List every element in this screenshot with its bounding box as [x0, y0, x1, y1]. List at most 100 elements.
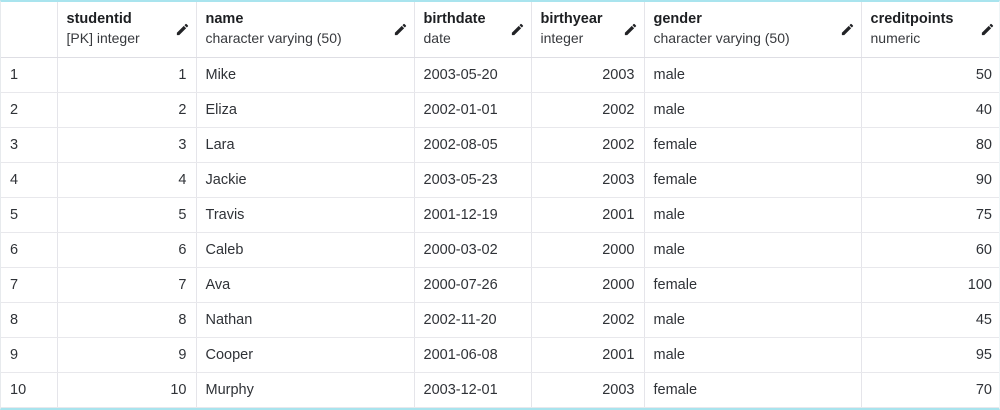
row-number-cell[interactable]: 6 — [1, 232, 58, 268]
cell-birthyear[interactable]: 2000 — [531, 267, 645, 303]
cell-birthdate[interactable]: 2003-12-01 — [414, 372, 532, 408]
cell-creditpoints[interactable]: 70 — [861, 372, 999, 408]
edit-column-icon[interactable] — [623, 22, 638, 37]
cell-creditpoints[interactable]: 45 — [861, 302, 999, 338]
table-row: 2 2 Eliza 2002-01-01 2002 male 40 — [1, 92, 999, 128]
edit-column-icon[interactable] — [840, 22, 855, 37]
cell-gender[interactable]: female — [644, 372, 862, 408]
column-header-birthyear[interactable]: birthyear integer — [531, 2, 645, 58]
cell-studentid[interactable]: 9 — [57, 337, 197, 373]
cell-name[interactable]: Ava — [196, 267, 415, 303]
cell-birthdate[interactable]: 2002-08-05 — [414, 127, 532, 163]
row-number-cell[interactable]: 2 — [1, 92, 58, 128]
cell-birthyear[interactable]: 2003 — [531, 162, 645, 198]
column-header-name[interactable]: name character varying (50) — [196, 2, 415, 58]
cell-studentid[interactable]: 8 — [57, 302, 197, 338]
cell-studentid[interactable]: 5 — [57, 197, 197, 233]
cell-studentid[interactable]: 3 — [57, 127, 197, 163]
cell-birthdate[interactable]: 2000-03-02 — [414, 232, 532, 268]
row-number-cell[interactable]: 8 — [1, 302, 58, 338]
column-header-gender[interactable]: gender character varying (50) — [644, 2, 862, 58]
column-name: birthdate — [423, 11, 486, 28]
cell-creditpoints[interactable]: 80 — [861, 127, 999, 163]
cell-gender[interactable]: male — [644, 232, 862, 268]
cell-birthyear[interactable]: 2002 — [531, 92, 645, 128]
cell-birthdate[interactable]: 2002-01-01 — [414, 92, 532, 128]
cell-birthyear[interactable]: 2000 — [531, 232, 645, 268]
column-name: birthyear — [540, 11, 603, 28]
edit-column-icon[interactable] — [175, 22, 190, 37]
table-row: 5 5 Travis 2001-12-19 2001 male 75 — [1, 197, 999, 233]
cell-creditpoints[interactable]: 90 — [861, 162, 999, 198]
header-row: studentid [PK] integer name character varyi… — [1, 2, 999, 58]
column-type: numeric — [870, 30, 921, 47]
row-number-cell[interactable]: 1 — [1, 57, 58, 93]
column-name: studentid — [66, 11, 132, 28]
column-type: character varying (50) — [653, 30, 790, 47]
cell-creditpoints[interactable]: 60 — [861, 232, 999, 268]
table-row: 6 6 Caleb 2000-03-02 2000 male 60 — [1, 232, 999, 268]
row-number-cell[interactable]: 7 — [1, 267, 58, 303]
cell-birthyear[interactable]: 2003 — [531, 372, 645, 408]
cell-studentid[interactable]: 2 — [57, 92, 197, 128]
cell-name[interactable]: Eliza — [196, 92, 415, 128]
cell-name[interactable]: Nathan — [196, 302, 415, 338]
cell-creditpoints[interactable]: 50 — [861, 57, 999, 93]
table-row: 3 3 Lara 2002-08-05 2002 female 80 — [1, 127, 999, 163]
cell-studentid[interactable]: 4 — [57, 162, 197, 198]
edit-column-icon[interactable] — [980, 22, 995, 37]
edit-column-icon[interactable] — [393, 22, 408, 37]
cell-name[interactable]: Travis — [196, 197, 415, 233]
cell-name[interactable]: Cooper — [196, 337, 415, 373]
cell-studentid[interactable]: 6 — [57, 232, 197, 268]
row-number-cell[interactable]: 9 — [1, 337, 58, 373]
cell-gender[interactable]: female — [644, 127, 862, 163]
cell-birthdate[interactable]: 2001-06-08 — [414, 337, 532, 373]
cell-gender[interactable]: male — [644, 57, 862, 93]
cell-studentid[interactable]: 10 — [57, 372, 197, 408]
cell-name[interactable]: Caleb — [196, 232, 415, 268]
column-name: name — [205, 11, 244, 28]
cell-birthdate[interactable]: 2000-07-26 — [414, 267, 532, 303]
table-row: 10 10 Murphy 2003-12-01 2003 female 70 — [1, 372, 999, 408]
cell-gender[interactable]: male — [644, 197, 862, 233]
row-number-header[interactable] — [1, 2, 58, 58]
cell-name[interactable]: Murphy — [196, 372, 415, 408]
cell-gender[interactable]: female — [644, 267, 862, 303]
cell-birthdate[interactable]: 2002-11-20 — [414, 302, 532, 338]
column-header-creditpoints[interactable]: creditpoints numeric — [861, 2, 999, 58]
cell-name[interactable]: Mike — [196, 57, 415, 93]
column-header-studentid[interactable]: studentid [PK] integer — [57, 2, 197, 58]
table-row: 9 9 Cooper 2001-06-08 2001 male 95 — [1, 337, 999, 373]
column-header-birthdate[interactable]: birthdate date — [414, 2, 532, 58]
cell-gender[interactable]: male — [644, 337, 862, 373]
column-type: [PK] integer — [66, 30, 140, 47]
cell-name[interactable]: Jackie — [196, 162, 415, 198]
column-type: character varying (50) — [205, 30, 342, 47]
cell-birthdate[interactable]: 2003-05-20 — [414, 57, 532, 93]
cell-birthyear[interactable]: 2002 — [531, 302, 645, 338]
cell-birthyear[interactable]: 2001 — [531, 337, 645, 373]
cell-gender[interactable]: female — [644, 162, 862, 198]
cell-name[interactable]: Lara — [196, 127, 415, 163]
cell-studentid[interactable]: 1 — [57, 57, 197, 93]
cell-creditpoints[interactable]: 95 — [861, 337, 999, 373]
table-row: 8 8 Nathan 2002-11-20 2002 male 45 — [1, 302, 999, 338]
row-number-cell[interactable]: 3 — [1, 127, 58, 163]
row-number-cell[interactable]: 5 — [1, 197, 58, 233]
cell-birthdate[interactable]: 2001-12-19 — [414, 197, 532, 233]
cell-gender[interactable]: male — [644, 302, 862, 338]
column-name: creditpoints — [870, 11, 954, 28]
cell-creditpoints[interactable]: 75 — [861, 197, 999, 233]
row-number-cell[interactable]: 4 — [1, 162, 58, 198]
edit-column-icon[interactable] — [510, 22, 525, 37]
cell-birthyear[interactable]: 2001 — [531, 197, 645, 233]
cell-studentid[interactable]: 7 — [57, 267, 197, 303]
cell-birthyear[interactable]: 2003 — [531, 57, 645, 93]
cell-gender[interactable]: male — [644, 92, 862, 128]
cell-creditpoints[interactable]: 40 — [861, 92, 999, 128]
cell-birthyear[interactable]: 2002 — [531, 127, 645, 163]
row-number-cell[interactable]: 10 — [1, 372, 58, 408]
cell-creditpoints[interactable]: 100 — [861, 267, 999, 303]
cell-birthdate[interactable]: 2003-05-23 — [414, 162, 532, 198]
